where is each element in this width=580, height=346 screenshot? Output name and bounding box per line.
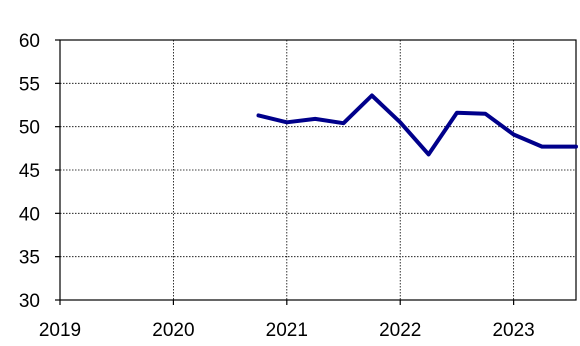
y-tick-label: 60	[19, 31, 40, 52]
y-tick-label: 35	[19, 248, 40, 269]
grid-lines	[60, 40, 576, 300]
x-tick-label: 2020	[152, 320, 194, 341]
y-tick-label: 30	[19, 291, 40, 312]
x-tick-label: 2021	[266, 320, 308, 341]
y-tick-label: 45	[19, 161, 40, 182]
series-group	[256, 93, 578, 157]
y-tick-label: 50	[19, 118, 40, 139]
x-tick-label: 2019	[39, 320, 81, 341]
x-axis: 2019 2020 2021 2022 2023	[39, 320, 535, 341]
x-tick-label: 2022	[379, 320, 421, 341]
tick-marks	[55, 39, 515, 305]
y-axis: 30 35 40 45 50 55 60	[19, 31, 40, 312]
y-tick-label: 55	[19, 74, 40, 95]
y-tick-label: 40	[19, 204, 40, 225]
series-line-0	[256, 93, 578, 157]
x-tick-label: 2023	[492, 320, 534, 341]
